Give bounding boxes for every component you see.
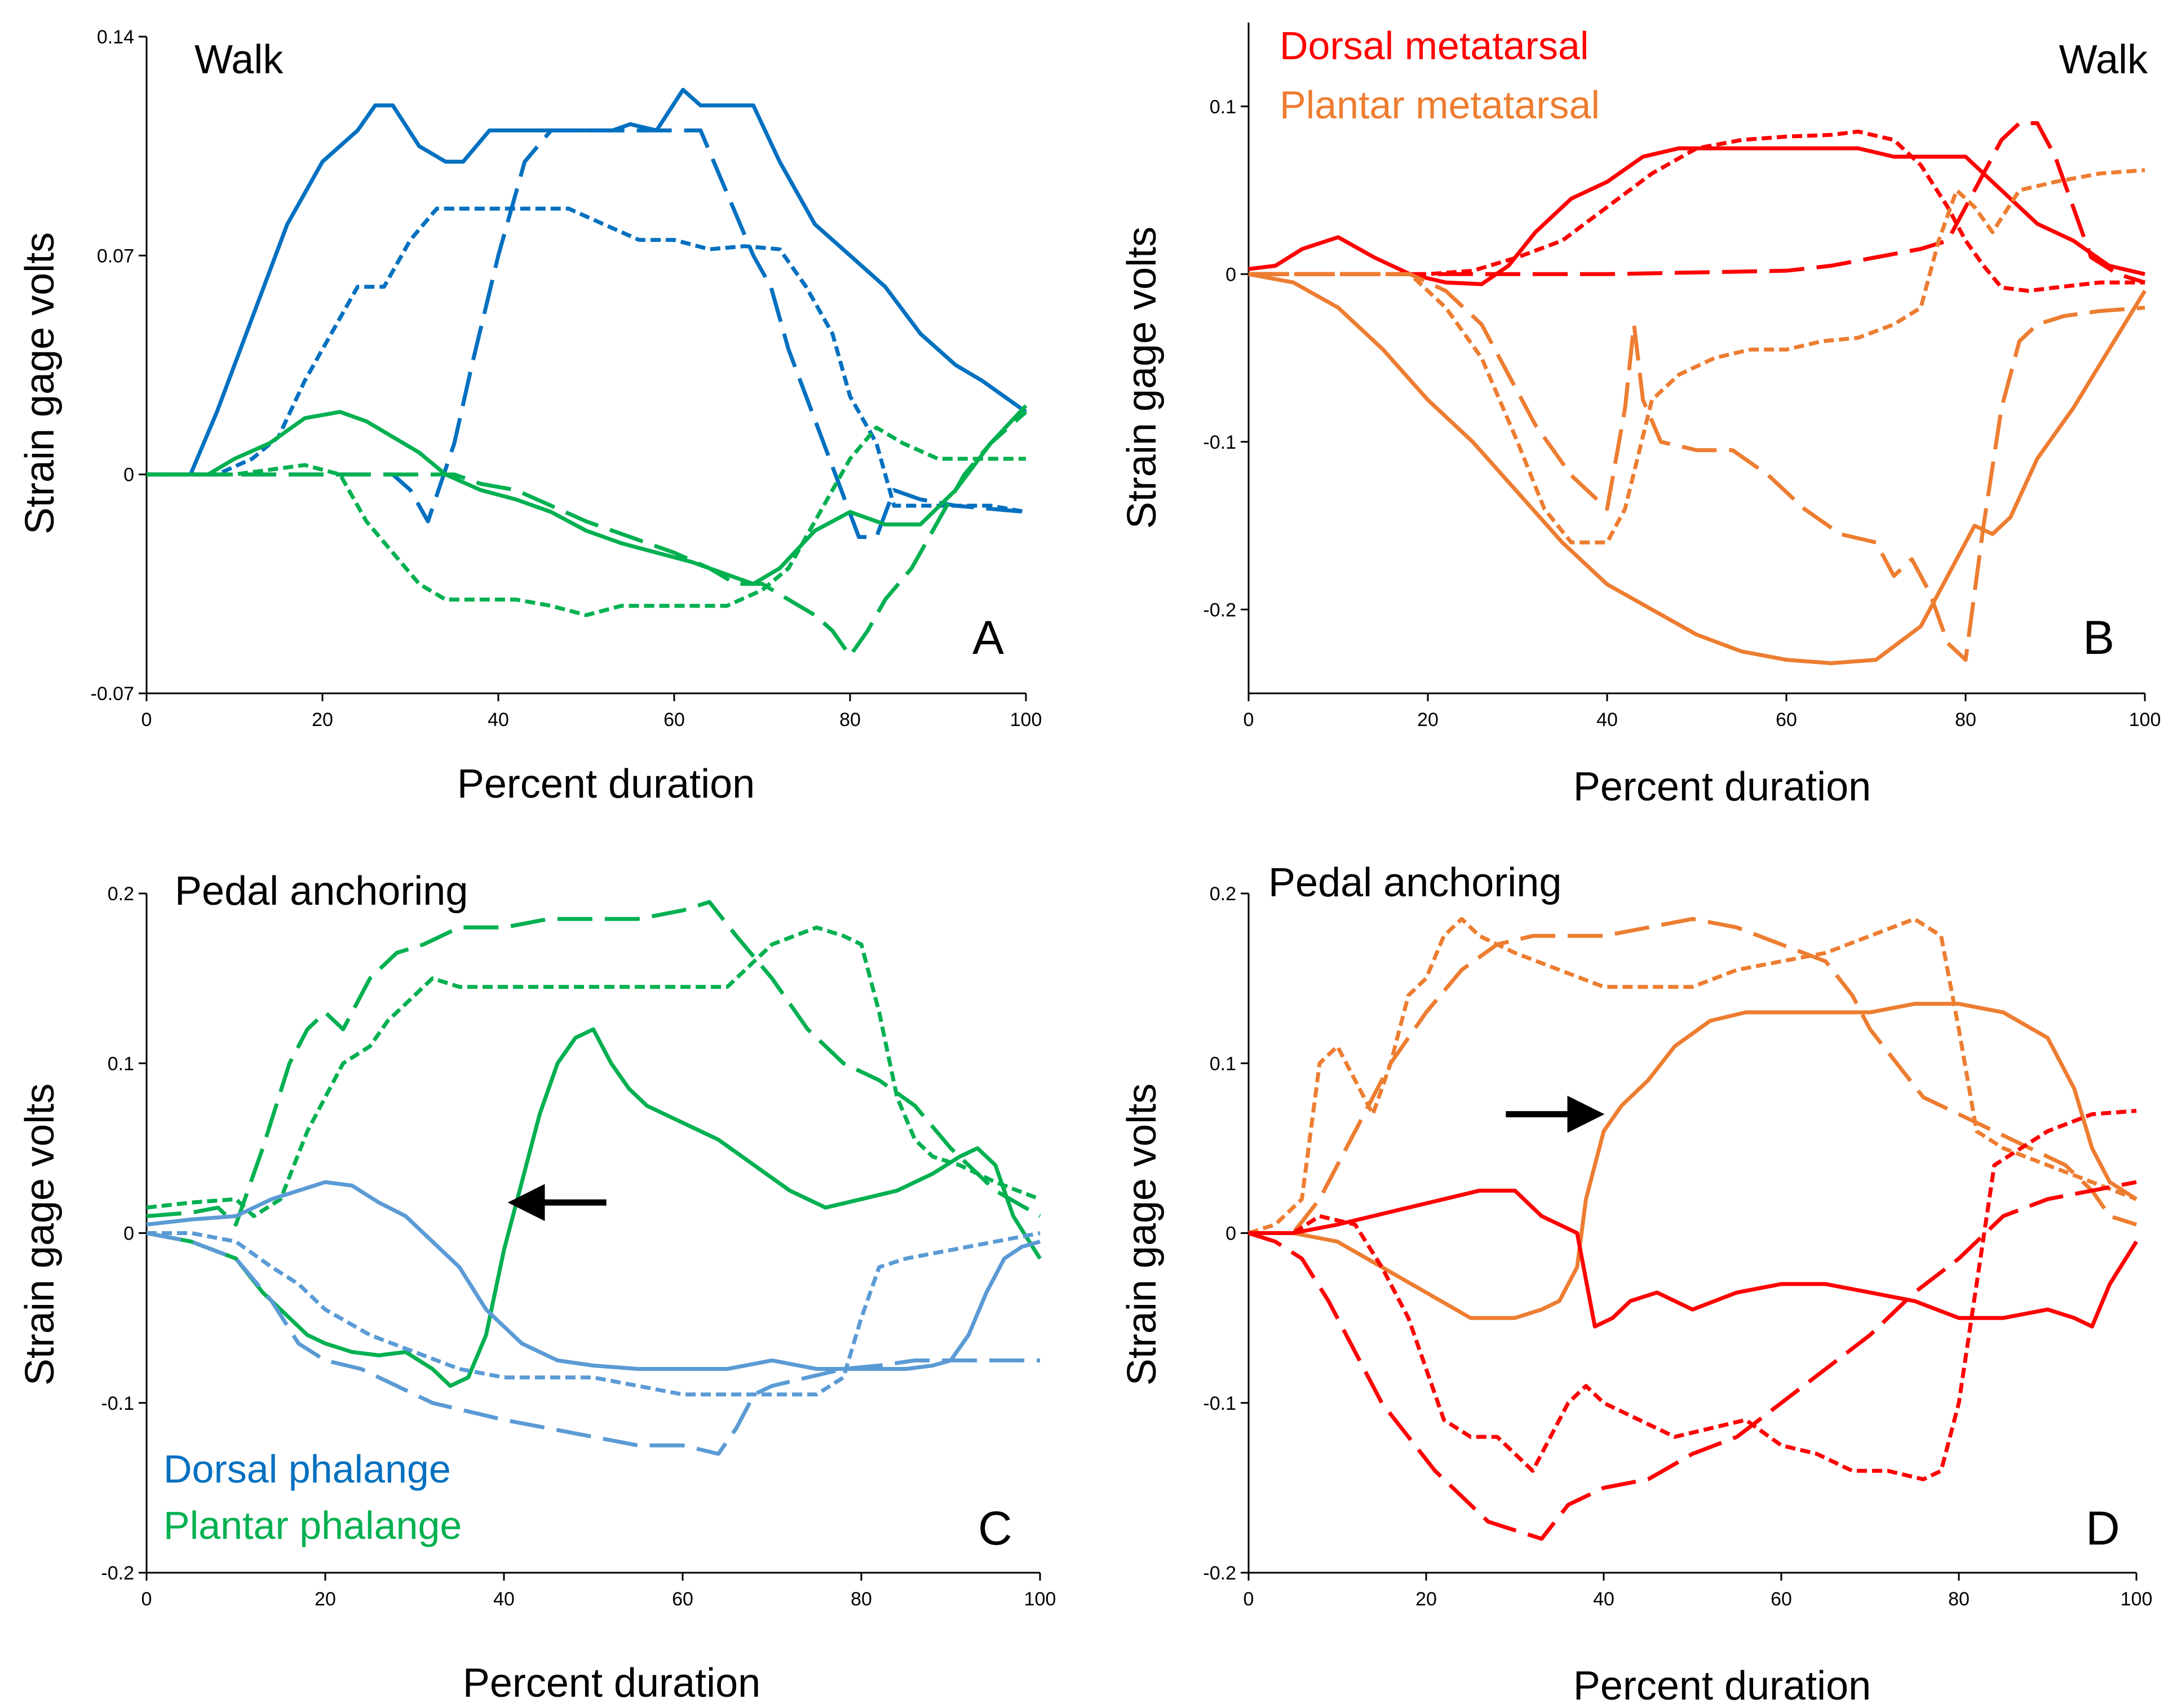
panel-a-ylabel: Strain gage volts	[17, 232, 63, 534]
panel-d-ylabel: Strain gage volts	[1120, 1083, 1165, 1386]
series-line: Plantar phalange (long dash)	[147, 410, 1028, 658]
x-tick-label: 100	[1024, 1588, 1056, 1610]
y-tick-label: 0.1	[1210, 96, 1236, 118]
x-tick-label: 100	[2121, 1588, 2153, 1610]
series-line: Dorsal metatarsal (long dash)	[1247, 1180, 2137, 1541]
y-tick-label: 0	[123, 1223, 134, 1245]
series-line: Dorsal phalange (long dash)	[146, 1231, 1040, 1456]
panel-c-legend-plantar-phalange: Plantar phalange	[163, 1503, 462, 1547]
panel-c-xlabel: Percent duration	[463, 1661, 760, 1706]
y-tick-label: 0.2	[1210, 883, 1236, 905]
panel-b-letter: B	[2083, 611, 2114, 664]
series-line: Dorsal metatarsal (solid)	[1248, 146, 2145, 286]
y-tick-label: -0.1	[1203, 1393, 1236, 1414]
panel-a-letter: A	[972, 611, 1004, 664]
series-line: Plantar metatarsal (long dash)	[1249, 917, 2138, 1235]
x-tick-label: 0	[141, 709, 152, 731]
panel-a-title: Walk	[194, 37, 284, 82]
y-tick-label: -0.07	[91, 683, 135, 705]
panel-b-xlabel: Percent duration	[1573, 764, 1871, 809]
panel-b-title: Walk	[2059, 37, 2148, 82]
y-tick-label: 0	[123, 464, 134, 486]
y-tick-label: 0	[1225, 264, 1236, 285]
series-line: Dorsal phalange (solid)	[146, 1180, 1041, 1371]
y-tick-label: -0.2	[1203, 599, 1236, 621]
x-tick-label: 20	[312, 709, 333, 731]
y-tick-label: -0.1	[1203, 432, 1236, 453]
series-line: Plantar phalange (solid)	[147, 404, 1028, 586]
y-tick-label: -0.2	[101, 1563, 134, 1584]
x-tick-label: 0	[1244, 1588, 1254, 1610]
x-tick-label: 80	[1955, 709, 1976, 731]
panel-a-plot: 0 20 40 60 80 100 -0.07 0 0.07 0.14 Dorsal phalang…	[91, 26, 1042, 731]
y-tick-label: 0.1	[108, 1053, 134, 1074]
series-line: Plantar phalange (long dash)	[146, 900, 1041, 1227]
series-line: Dorsal metatarsal (long dash)	[1249, 121, 2146, 285]
y-tick-label: 0.1	[1210, 1053, 1236, 1074]
panel-b: 0 20 40 60 80 100 -0.2 -0.1 0 0.1 Dorsal metatarsa…	[1120, 23, 2161, 809]
panel-b-legend-plantar-metatarsal: Plantar metatarsal	[1280, 83, 1600, 127]
panel-d-title: Pedal anchoring	[1268, 860, 1561, 905]
series-line: Plantar metatarsal (short dash)	[1247, 917, 2138, 1235]
x-tick-label: 60	[1771, 1588, 1792, 1610]
panel-b-legend-dorsal-metatarsal: Dorsal metatarsal	[1280, 24, 1589, 68]
x-tick-label: 80	[839, 709, 861, 731]
y-tick-label: 0.07	[97, 245, 134, 267]
x-tick-label: 40	[1596, 709, 1618, 731]
x-tick-label: 20	[1415, 1588, 1437, 1610]
x-tick-label: 40	[493, 1588, 515, 1610]
y-tick-label: -0.2	[1203, 1563, 1236, 1584]
y-tick-label: 0.14	[97, 26, 134, 48]
panel-d: 0 20 40 60 80 100 -0.2 -0.1 0 0.1 0.2 Plantar metat…	[1120, 860, 2152, 1708]
panel-b-plot: 0 20 40 60 80 100 -0.2 -0.1 0 0.1 Dorsal metatarsa…	[1203, 23, 2161, 731]
x-tick-label: 80	[1948, 1588, 1970, 1610]
panel-a: 0 20 40 60 80 100 -0.07 0 0.07 0.14 Dorsal phalang…	[17, 26, 1042, 807]
y-tick-label: 0	[1225, 1223, 1236, 1245]
x-tick-label: 20	[1417, 709, 1439, 731]
x-tick-label: 40	[1593, 1588, 1614, 1610]
x-tick-label: 80	[851, 1588, 872, 1610]
panel-c-letter: C	[978, 1502, 1012, 1555]
series-line: Plantar metatarsal (short dash)	[1249, 168, 2145, 545]
series-line: Dorsal phalange (short dash)	[147, 1231, 1041, 1397]
panel-c-legend-dorsal-phalange: Dorsal phalange	[163, 1447, 451, 1491]
series-line: Dorsal phalange (solid)	[147, 87, 1028, 477]
panel-a-xlabel: Percent duration	[457, 762, 755, 807]
series-line: Plantar phalange (solid)	[146, 1027, 1042, 1388]
panel-d-xlabel: Percent duration	[1573, 1663, 1871, 1708]
panel-c-title: Pedal anchoring	[175, 869, 468, 914]
panel-b-ylabel: Strain gage volts	[1120, 227, 1165, 529]
series-line: Dorsal phalange (short dash)	[147, 206, 1026, 514]
panel-c: 0 20 40 60 80 100 -0.2 -0.1 0 0.1 0.2 Plantar phala…	[17, 869, 1056, 1706]
x-tick-label: 60	[663, 709, 685, 731]
series-line: Plantar metatarsal (solid)	[1248, 272, 2147, 665]
series-line: Plantar phalange (short dash)	[146, 925, 1041, 1218]
series-line: Dorsal metatarsal (short dash)	[1249, 129, 2145, 293]
series-line: Dorsal phalange (long dash)	[147, 128, 1026, 539]
x-tick-label: 60	[1776, 709, 1797, 731]
x-tick-label: 100	[1010, 709, 1042, 731]
series-line: Dorsal metatarsal (short dash)	[1249, 1109, 2137, 1481]
panel-c-ylabel: Strain gage volts	[17, 1083, 63, 1386]
y-tick-label: -0.1	[101, 1393, 134, 1414]
series-line: Plantar metatarsal (long dash)	[1249, 272, 2145, 662]
series-line: Dorsal metatarsal (solid)	[1249, 1188, 2138, 1329]
y-tick-label: 0.2	[108, 883, 134, 905]
x-tick-label: 0	[1244, 709, 1254, 731]
panel-d-plot: 0 20 40 60 80 100 -0.2 -0.1 0 0.1 0.2 Plantar metat…	[1203, 883, 2152, 1610]
x-tick-label: 40	[488, 709, 509, 731]
x-tick-label: 100	[2129, 709, 2161, 731]
panel-d-letter: D	[2086, 1502, 2120, 1555]
panel-c-plot: 0 20 40 60 80 100 -0.2 -0.1 0 0.1 0.2 Plantar phala…	[101, 883, 1056, 1610]
x-tick-label: 60	[672, 1588, 693, 1610]
series-line: Plantar metatarsal (solid)	[1249, 1002, 2138, 1320]
x-tick-label: 0	[141, 1588, 152, 1610]
x-tick-label: 20	[315, 1588, 336, 1610]
